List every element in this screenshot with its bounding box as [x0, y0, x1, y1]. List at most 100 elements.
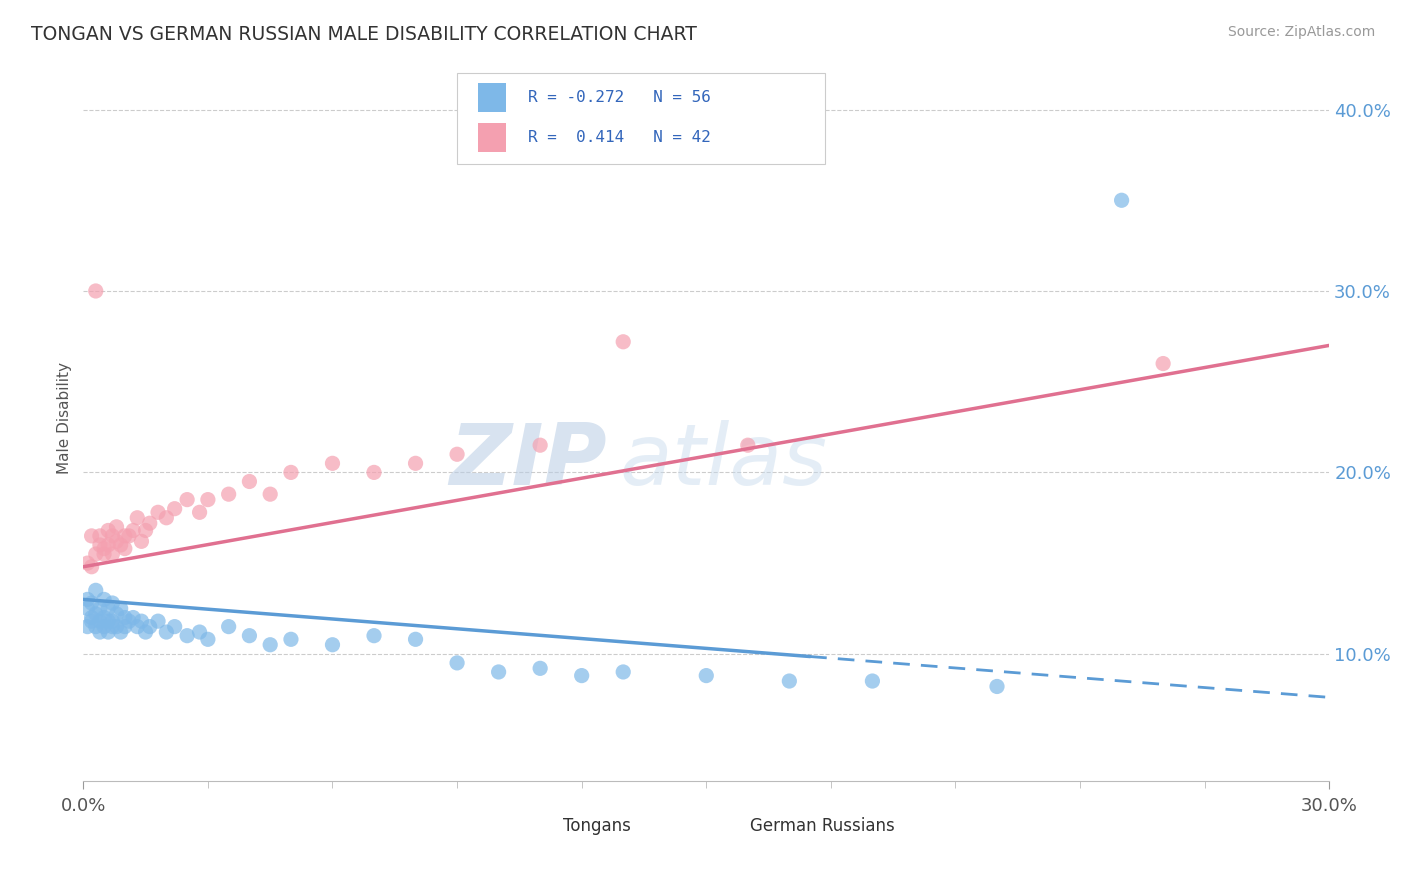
Point [93, 541, 115, 556]
Point [80, 610, 103, 624]
Point [321, 456, 343, 470]
Point [188, 625, 211, 640]
Point [101, 547, 124, 561]
Point [163, 501, 186, 516]
Point [84, 583, 107, 598]
Y-axis label: Male Disability: Male Disability [58, 362, 72, 474]
Point [105, 619, 128, 633]
Point [76, 601, 98, 615]
Point [155, 625, 177, 640]
Point [80, 614, 103, 628]
Point [101, 596, 124, 610]
Point [778, 673, 800, 688]
Point [84, 284, 107, 298]
Point [188, 505, 211, 519]
Text: R =  0.414   N = 42: R = 0.414 N = 42 [529, 130, 711, 145]
Point [127, 510, 149, 524]
Point [89, 529, 111, 543]
Point [101, 619, 124, 633]
Point [110, 625, 132, 640]
Point [93, 592, 115, 607]
Point [218, 619, 240, 633]
Point [135, 625, 157, 640]
Point [110, 538, 132, 552]
Point [80, 596, 103, 610]
Point [1152, 357, 1174, 371]
Text: Tongans: Tongans [562, 817, 631, 835]
Point [197, 632, 219, 647]
Point [84, 547, 107, 561]
Point [218, 487, 240, 501]
Point [737, 438, 759, 452]
Point [105, 607, 128, 621]
Point [280, 632, 302, 647]
Point [139, 516, 162, 531]
Point [97, 601, 120, 615]
Point [114, 529, 136, 543]
Point [238, 475, 260, 489]
Point [280, 466, 302, 480]
FancyBboxPatch shape [526, 817, 548, 835]
Point [131, 614, 153, 628]
Point [405, 632, 427, 647]
Point [122, 610, 145, 624]
Text: atlas: atlas [619, 420, 827, 503]
Point [571, 668, 593, 682]
Point [101, 529, 124, 543]
Point [363, 466, 385, 480]
Point [1111, 194, 1133, 208]
Point [97, 625, 120, 640]
Point [131, 534, 153, 549]
Point [118, 614, 141, 628]
Text: Source: ZipAtlas.com: Source: ZipAtlas.com [1227, 25, 1375, 39]
Point [176, 492, 198, 507]
Point [93, 547, 115, 561]
Text: German Russians: German Russians [749, 817, 894, 835]
Point [114, 541, 136, 556]
Point [93, 610, 115, 624]
Point [155, 510, 177, 524]
Point [84, 607, 107, 621]
FancyBboxPatch shape [478, 83, 506, 112]
Point [118, 529, 141, 543]
Point [89, 538, 111, 552]
Point [163, 619, 186, 633]
FancyBboxPatch shape [478, 123, 506, 152]
Point [139, 619, 162, 633]
Point [446, 447, 468, 461]
Point [321, 638, 343, 652]
Point [105, 534, 128, 549]
Point [135, 524, 157, 538]
Point [76, 592, 98, 607]
Point [76, 556, 98, 570]
Point [860, 673, 883, 688]
Point [101, 614, 124, 628]
Point [105, 520, 128, 534]
FancyBboxPatch shape [713, 817, 735, 835]
Point [127, 619, 149, 633]
Text: R = -0.272   N = 56: R = -0.272 N = 56 [529, 90, 711, 105]
Point [197, 492, 219, 507]
Point [405, 456, 427, 470]
Point [176, 629, 198, 643]
Text: TONGAN VS GERMAN RUSSIAN MALE DISABILITY CORRELATION CHART: TONGAN VS GERMAN RUSSIAN MALE DISABILITY… [31, 25, 697, 44]
Point [114, 619, 136, 633]
Point [529, 438, 551, 452]
Point [114, 610, 136, 624]
Point [363, 629, 385, 643]
Point [146, 505, 169, 519]
Point [97, 538, 120, 552]
Point [93, 619, 115, 633]
Point [89, 625, 111, 640]
Point [89, 614, 111, 628]
Point [612, 334, 634, 349]
Point [986, 680, 1008, 694]
Point [80, 559, 103, 574]
Point [97, 614, 120, 628]
Point [146, 614, 169, 628]
Point [612, 665, 634, 679]
FancyBboxPatch shape [457, 73, 825, 164]
Point [488, 665, 510, 679]
Point [695, 668, 717, 682]
Point [97, 524, 120, 538]
